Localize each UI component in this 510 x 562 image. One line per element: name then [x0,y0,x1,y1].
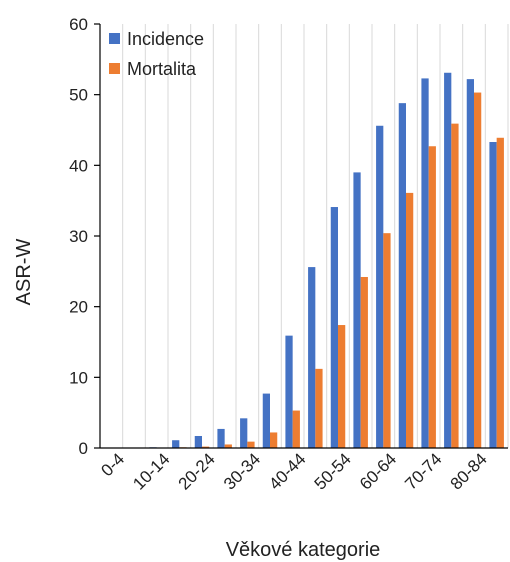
bar-incidence-80-84 [466,79,474,449]
bar-incidence-45-49 [308,267,316,448]
grid-lines [122,24,509,448]
x-tick-label: 60-64 [356,449,400,493]
bar-incidence-85+ [489,142,497,448]
bar-incidence-60-64 [376,125,384,448]
bar-mortalita-55-59 [360,276,368,448]
y-tick-labels: 0 10 20 30 40 50 60 [69,15,88,458]
y-tick-label: 0 [79,439,88,458]
bar-incidence-50-54 [330,207,338,448]
bar-incidence-65-69 [398,103,406,449]
x-tick-label: 20-24 [175,449,219,493]
legend-label-incidence: Incidence [127,29,204,49]
y-tick-label: 10 [69,368,88,387]
axes [94,23,508,449]
x-tick-label: 0-4 [97,449,128,480]
bar-mortalita-75-79 [451,123,459,448]
bar-incidence-30-34 [240,418,248,448]
x-tick-label: 40-44 [265,449,309,493]
bar-mortalita-70-74 [428,146,436,448]
legend-label-mortalita: Mortalita [127,59,197,79]
bar-incidence-75-79 [444,72,452,448]
y-axis-title: ASR-W [13,239,35,306]
bar-mortalita-65-69 [406,192,414,448]
x-tick-label: 80-84 [447,449,491,493]
bar-mortalita-50-54 [338,325,346,448]
bar-mortalita-20-24 [202,446,210,448]
y-tick-label: 60 [69,15,88,34]
y-tick-label: 40 [69,156,88,175]
bar-incidence-35-39 [262,393,270,448]
bar-incidence-40-44 [285,335,293,448]
bar-mortalita-30-34 [247,441,255,448]
legend-swatch-mortalita [109,63,120,74]
x-tick-label: 30-34 [220,449,264,493]
x-tick-labels: 0-4 10-14 20-24 30-34 40-44 50-54 60-64 70-74 80… [97,449,490,493]
x-tick-label: 50-54 [311,449,355,493]
x-axis-title: Věkové kategorie [226,539,381,561]
x-tick-label: 70-74 [401,449,445,493]
bar-incidence-70-74 [421,78,429,448]
bar-incidence-25-29 [217,428,225,448]
bar-mortalita-25-29 [224,444,232,448]
x-tick-label: 10-14 [129,449,173,493]
bar-incidence-55-59 [353,172,361,448]
bars [149,72,504,449]
legend: Incidence Mortalita [109,29,204,79]
bar-mortalita-45-49 [315,368,323,448]
y-tick-label: 50 [69,86,88,105]
legend-swatch-incidence [109,33,120,44]
bar-mortalita-85+ [496,137,504,448]
bar-mortalita-60-64 [383,233,391,448]
bar-mortalita-40-44 [292,410,300,448]
bar-incidence-20-24 [194,435,202,448]
y-tick-label: 30 [69,227,88,246]
y-tick-label: 20 [69,298,88,317]
bar-mortalita-80-84 [474,92,482,449]
bar-mortalita-35-39 [270,432,278,448]
bar-incidence-15-19 [172,440,180,448]
